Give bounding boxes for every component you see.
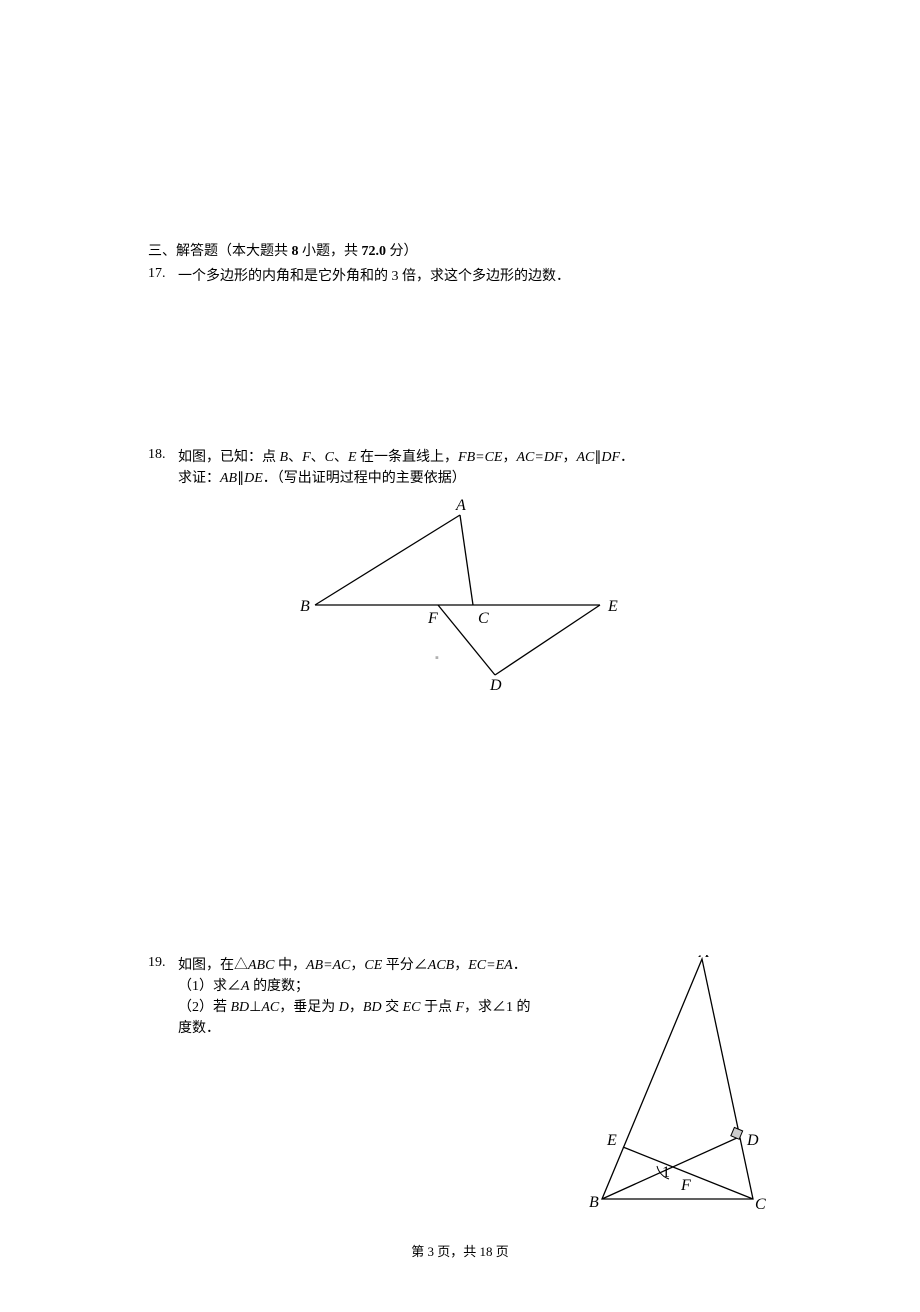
vertex-label: F — [427, 610, 438, 627]
question-text: 如图，在△ABC 中，AB=AC，CE 平分∠ACB，EC=EA． （1）求∠A… — [178, 955, 567, 1039]
text-fragment: ， — [349, 1000, 363, 1015]
question-number: 17. — [148, 266, 178, 282]
question-row: 19. 如图，在△ABC 中，AB=AC，CE 平分∠ACB，EC=EA． （1… — [148, 955, 567, 1039]
text-fragment: ， — [454, 958, 468, 973]
question-17: 17. 一个多边形的内角和是它外角和的 3 倍，求这个多边形的边数． — [148, 266, 772, 287]
section-label: 三、解答题（本大题共 — [148, 244, 292, 259]
math-term: =CE — [475, 450, 502, 465]
math-term: AB — [306, 958, 323, 973]
math-term: BD — [363, 1000, 382, 1015]
vertex-label: C — [755, 1196, 766, 1213]
math-term: DE — [244, 471, 263, 486]
vertex-label: F — [680, 1177, 691, 1194]
text-fragment: 如图，在△ — [178, 958, 248, 973]
text-fragment: ，垂足为 — [279, 1000, 339, 1015]
section-points: 72.0 — [362, 244, 387, 259]
section-end: 分） — [386, 244, 418, 259]
section-header: 三、解答题（本大题共 8 小题，共 72.0 分） — [148, 240, 772, 260]
text-fragment: ． — [620, 450, 634, 465]
perp-symbol: ⊥ — [249, 1000, 261, 1015]
text-fragment: 如图，已知：点 — [178, 450, 280, 465]
text-fragment: ， — [562, 450, 576, 465]
vertex-label: E — [607, 598, 618, 615]
point-label: E — [348, 450, 357, 465]
footer-total: 18 — [480, 1244, 493, 1259]
section-count: 8 — [292, 244, 299, 259]
text-fragment: 度数． — [178, 1021, 220, 1036]
vertex-label: D — [746, 1132, 759, 1149]
text-fragment: （1）求∠ — [178, 979, 241, 994]
text-fragment: ， — [350, 958, 364, 973]
footer-suffix: 页 — [493, 1244, 509, 1259]
geometry-diagram-18: A B F C E D — [290, 495, 630, 690]
text-fragment: 在一条直线上， — [357, 450, 459, 465]
text-fragment: 求证： — [178, 471, 220, 486]
math-term: D — [339, 1000, 349, 1015]
vertex-label: A — [455, 497, 466, 514]
math-term: BD — [231, 1000, 250, 1015]
question-row: 18. 如图，已知：点 B、F、C、E 在一条直线上，FB=CE，AC=DF，A… — [148, 447, 772, 489]
text-fragment: 、 — [334, 450, 348, 465]
watermark: ▪ — [435, 652, 439, 664]
point-label: B — [280, 450, 289, 465]
geometry-diagram-19: A B C D E F 1 — [587, 955, 772, 1217]
math-term: FB — [458, 450, 475, 465]
math-term: AC — [516, 450, 534, 465]
math-term: AC — [576, 450, 594, 465]
footer-mid: 页，共 — [434, 1244, 480, 1259]
text-fragment: ．（写出证明过程中的主要依据） — [263, 471, 466, 486]
math-term: CE — [364, 958, 382, 973]
question-19: A B C D E F 1 19. 如图，在△ABC 中，AB=AC，CE 平分… — [148, 955, 772, 1222]
page-content: 三、解答题（本大题共 8 小题，共 72.0 分） 17. 一个多边形的内角和是… — [0, 0, 920, 1312]
point-label: F — [302, 450, 311, 465]
footer-prefix: 第 — [411, 1244, 427, 1259]
vertex-label: A — [698, 955, 709, 961]
text-fragment: ， — [502, 450, 516, 465]
page-footer: 第 3 页，共 18 页 — [0, 1241, 920, 1260]
text-fragment: （2）若 — [178, 1000, 231, 1015]
math-term: AB — [220, 471, 237, 486]
question-row: 17. 一个多边形的内角和是它外角和的 3 倍，求这个多边形的边数． — [148, 266, 772, 287]
math-term: =DF — [534, 450, 562, 465]
vertex-label: D — [489, 677, 502, 690]
text-fragment: 的度数； — [250, 979, 310, 994]
math-term: AC — [261, 1000, 279, 1015]
point-label: C — [325, 450, 334, 465]
text-fragment: 中， — [274, 958, 306, 973]
text-fragment: 、 — [288, 450, 302, 465]
question-number: 19. — [148, 955, 178, 971]
figure-q18: A B F C E D — [148, 495, 772, 695]
math-term: EC — [468, 958, 486, 973]
math-term: ABC — [248, 958, 274, 973]
question-number: 18. — [148, 447, 178, 463]
math-term: F — [455, 1000, 464, 1015]
text-fragment: 于点 — [420, 1000, 455, 1015]
question-18: 18. 如图，已知：点 B、F、C、E 在一条直线上，FB=CE，AC=DF，A… — [148, 447, 772, 695]
math-term: =AC — [323, 958, 350, 973]
text-fragment: 、 — [311, 450, 325, 465]
math-term: ACB — [428, 958, 454, 973]
math-term: =EA — [486, 958, 513, 973]
math-term: A — [241, 979, 250, 994]
text-fragment: 交 — [382, 1000, 403, 1015]
vertex-label: C — [478, 610, 489, 627]
math-term: EC — [403, 1000, 421, 1015]
text-fragment: ． — [513, 958, 527, 973]
question-text: 一个多边形的内角和是它外角和的 3 倍，求这个多边形的边数． — [178, 266, 772, 287]
text-fragment: 平分∠ — [382, 958, 428, 973]
vertex-label: E — [606, 1132, 617, 1149]
math-term: DF — [601, 450, 620, 465]
figure-q19: A B C D E F 1 — [587, 955, 772, 1222]
text-fragment: ，求∠1 的 — [464, 1000, 531, 1015]
vertex-label: B — [589, 1194, 599, 1211]
question-text: 如图，已知：点 B、F、C、E 在一条直线上，FB=CE，AC=DF，AC∥DF… — [178, 447, 772, 489]
vertex-label: B — [300, 598, 310, 615]
section-mid: 小题，共 — [299, 244, 362, 259]
